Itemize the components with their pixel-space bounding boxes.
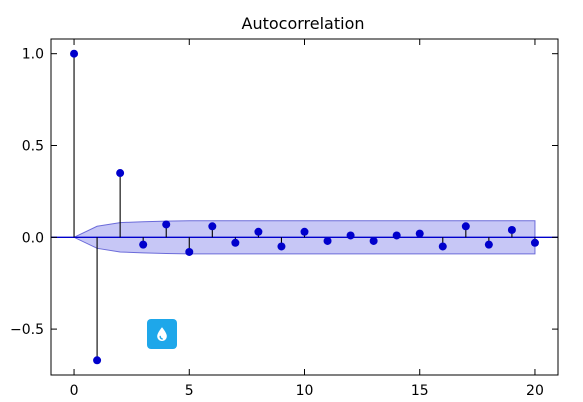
stem-marker xyxy=(300,227,309,236)
stem-marker xyxy=(208,222,217,231)
x-tick-label: 0 xyxy=(70,383,79,399)
stem-marker xyxy=(231,238,240,247)
y-tick-label: 1.0 xyxy=(22,47,44,63)
stem-marker xyxy=(484,240,493,249)
x-tick-label: 20 xyxy=(526,383,544,399)
stem-marker xyxy=(162,220,171,229)
plot-frame xyxy=(50,38,559,376)
y-tick-label: 0.0 xyxy=(22,230,44,246)
stem-marker xyxy=(346,231,355,240)
chart-title: Autocorrelation xyxy=(242,14,365,33)
stem-marker xyxy=(369,236,378,245)
stem-marker xyxy=(461,222,470,231)
stem-marker xyxy=(530,238,539,247)
y-tick-label: −0.5 xyxy=(10,322,44,338)
water-drop-badge[interactable] xyxy=(147,319,177,349)
x-tick-label: 15 xyxy=(411,383,429,399)
y-tick-label: 0.5 xyxy=(22,138,44,154)
stem-marker xyxy=(139,240,148,249)
stem-marker xyxy=(415,229,424,238)
axis-layer: 0 5 10 15 20 −0.5 0.0 0.5 1.0 xyxy=(10,39,558,399)
stem-marker xyxy=(254,227,263,236)
stem-marker xyxy=(70,49,79,58)
x-tick-label: 5 xyxy=(185,383,194,399)
stem-marker xyxy=(323,236,332,245)
stem-layer xyxy=(70,49,539,365)
x-tick-label: 10 xyxy=(296,383,314,399)
stem-marker xyxy=(185,247,194,256)
stem-marker xyxy=(438,242,447,251)
stem-marker xyxy=(116,169,125,178)
stem-marker xyxy=(392,231,401,240)
stem-marker xyxy=(507,225,516,234)
stem-marker xyxy=(93,356,102,365)
water-drop-icon xyxy=(157,327,167,341)
stem-marker xyxy=(277,242,286,251)
